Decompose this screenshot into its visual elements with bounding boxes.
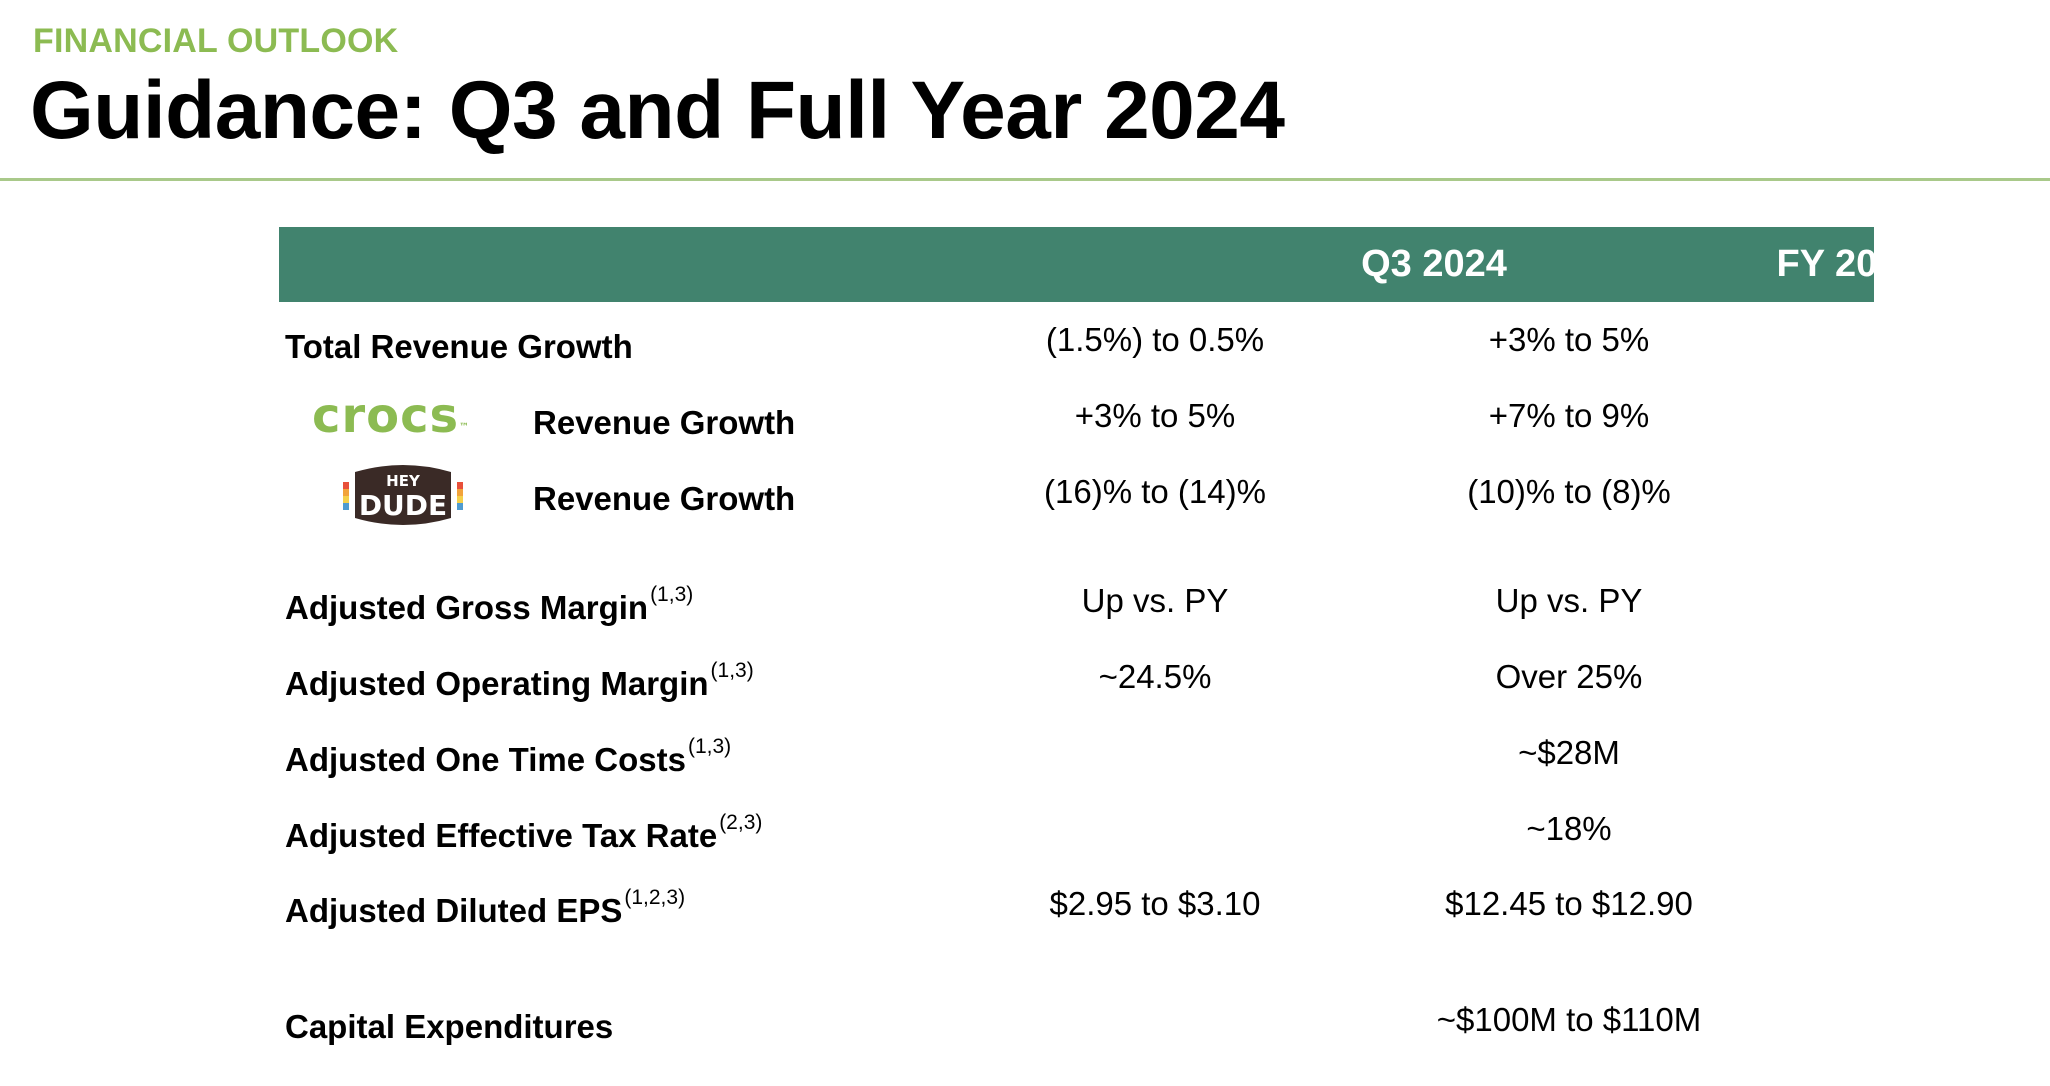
row-label: Adjusted Gross Margin(1,3) bbox=[285, 583, 694, 626]
fy-value: ~$100M to $110M bbox=[1436, 1001, 1702, 1038]
footnote-ref: (1,2,3) bbox=[624, 886, 686, 909]
table-row-adjusted-effective-tax-rate: Adjusted Effective Tax Rate(2,3) ~18% bbox=[0, 799, 2050, 859]
q3-value bbox=[945, 799, 1365, 859]
q3-value bbox=[945, 990, 1365, 1050]
q3-value: (16)% to (14)% bbox=[1044, 473, 1266, 510]
table-row-adjusted-one-time-costs: Adjusted One Time Costs(1,3) ~$28M bbox=[0, 723, 2050, 783]
row-label: Adjusted Effective Tax Rate(2,3) bbox=[285, 811, 763, 854]
footnote-ref: (1,3) bbox=[687, 735, 732, 758]
fy-value: $12.45 to $12.90 bbox=[1445, 885, 1693, 922]
row-label: Revenue Growth bbox=[533, 404, 796, 441]
q3-value: Up vs. PY bbox=[1081, 582, 1229, 619]
fy-value: Over 25% bbox=[1495, 658, 1643, 695]
q3-value: ~24.5% bbox=[1098, 658, 1212, 695]
table-row-adjusted-diluted-eps: Adjusted Diluted EPS(1,2,3) $2.95 to $3.… bbox=[0, 874, 2050, 934]
row-label: Adjusted One Time Costs(1,3) bbox=[285, 735, 732, 778]
section-eyebrow: FINANCIAL OUTLOOK bbox=[33, 22, 399, 60]
q3-value: (1.5%) to 0.5% bbox=[1045, 321, 1265, 358]
table-row-heydude-revenue-growth: HEY DUDE Revenue Growth (16)% to (14)% (… bbox=[0, 462, 2050, 525]
page-title: Guidance: Q3 and Full Year 2024 bbox=[30, 65, 1285, 156]
heydude-logo: HEY DUDE bbox=[343, 465, 463, 525]
footnote-ref: (1,3) bbox=[650, 583, 694, 606]
svg-text:HEY: HEY bbox=[386, 472, 421, 490]
fy-value: ~$28M bbox=[1518, 734, 1620, 771]
fy-value: ~18% bbox=[1526, 810, 1612, 847]
column-header-fy: FY 2024 bbox=[1776, 243, 1920, 285]
svg-text:DUDE: DUDE bbox=[359, 489, 447, 522]
fy-value: (10)% to (8)% bbox=[1467, 473, 1671, 510]
table-row-total-revenue-growth: Total Revenue Growth (1.5%) to 0.5% +3% … bbox=[0, 310, 2050, 370]
fy-value: Up vs. PY bbox=[1495, 582, 1643, 619]
table-row-crocs-revenue-growth: crocs™ Revenue Growth +3% to 5% +7% to 9… bbox=[0, 386, 2050, 446]
row-label: Capital Expenditures bbox=[285, 1008, 614, 1045]
fy-value: +7% to 9% bbox=[1488, 397, 1650, 434]
title-divider bbox=[0, 178, 2050, 181]
q3-value bbox=[945, 723, 1365, 783]
fy-value: +3% to 5% bbox=[1488, 321, 1650, 358]
row-label: Adjusted Operating Margin(1,3) bbox=[285, 659, 754, 702]
table-row-capital-expenditures: Capital Expenditures ~$100M to $110M bbox=[0, 990, 2050, 1050]
q3-value: $2.95 to $3.10 bbox=[1049, 885, 1261, 922]
table-row-adjusted-gross-margin: Adjusted Gross Margin(1,3) Up vs. PY Up … bbox=[0, 571, 2050, 631]
row-label: Adjusted Diluted EPS(1,2,3) bbox=[285, 886, 686, 929]
row-label: Revenue Growth bbox=[533, 480, 796, 517]
guidance-table-header: Q3 2024 FY 2024 bbox=[279, 227, 1919, 302]
crocs-logo: crocs™ bbox=[312, 388, 470, 444]
column-header-q3: Q3 2024 bbox=[1361, 243, 1507, 285]
row-label: Total Revenue Growth bbox=[285, 328, 633, 365]
footnote-ref: (1,3) bbox=[710, 659, 754, 682]
footnote-ref: (2,3) bbox=[719, 811, 763, 834]
q3-value: +3% to 5% bbox=[1074, 397, 1236, 434]
table-row-adjusted-operating-margin: Adjusted Operating Margin(1,3) ~24.5% Ov… bbox=[0, 647, 2050, 707]
